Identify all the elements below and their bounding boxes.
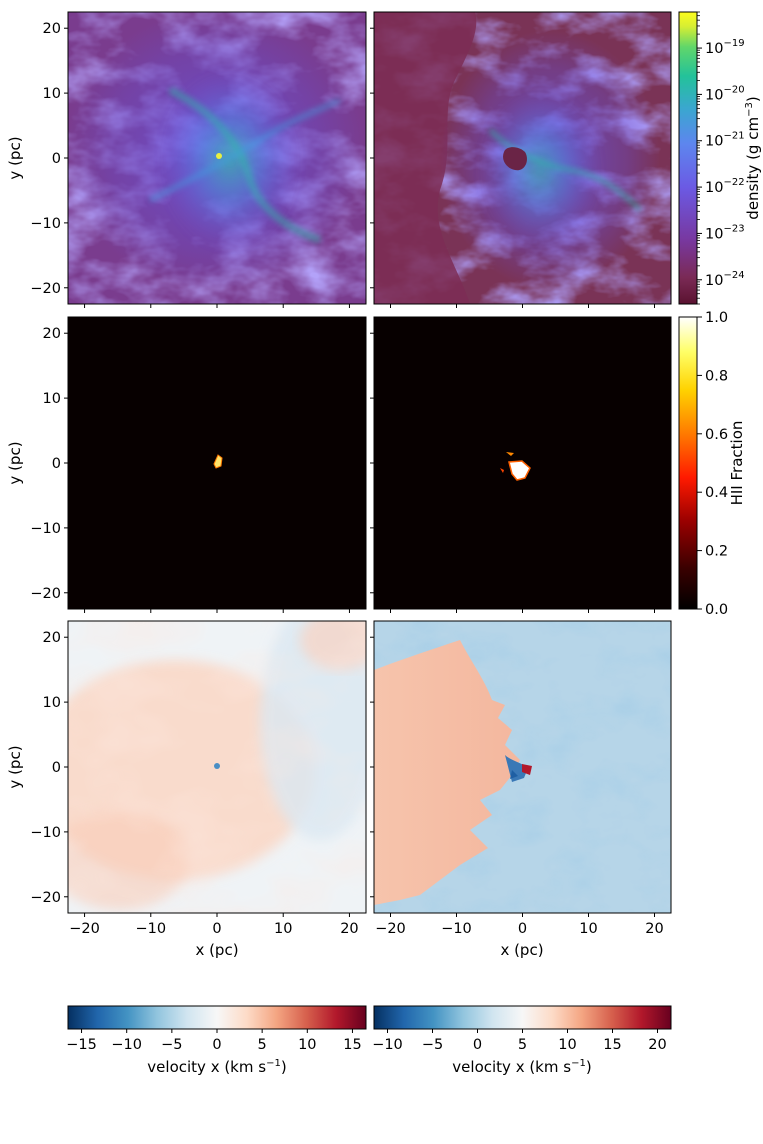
velocity-left-colorbar-label: velocity x (km s−1): [147, 1058, 286, 1076]
velocity-left-tick-label: 5: [258, 1037, 267, 1053]
density-left-panel: [68, 12, 366, 304]
density-tick-label: 10−24: [705, 270, 745, 289]
x-tick-label: −10: [135, 921, 166, 937]
x-tick-label: −20: [375, 921, 406, 937]
velocity-right-colorbar-gradient: [373, 1005, 672, 1030]
xlabel-velocity-left: x (pc): [195, 941, 238, 959]
velocity-left-tick-label: 10: [298, 1037, 316, 1053]
density-right-panel: [374, 12, 671, 304]
y-tick-label: 10: [43, 695, 61, 711]
velocity-right-tick-label: 5: [518, 1037, 527, 1053]
xlabel-velocity-right: x (pc): [500, 941, 543, 959]
density-tick-label: 10−20: [705, 84, 745, 103]
velocity-right-panel: [374, 621, 671, 913]
x-tick-label: −20: [69, 921, 100, 937]
x-tick-label: −10: [441, 921, 472, 937]
velocity-left-tick-label: 0: [212, 1037, 221, 1053]
axes-layer: 20 10 0 −10 −20 20 10 0 −10 −20 20 −20 10 −10 0 0 −10 10 −…: [30, 21, 663, 937]
y-tick-label: 10: [43, 391, 61, 407]
hii-colorbar-gradient: [678, 316, 698, 610]
y-tick-label: 20: [43, 326, 61, 342]
density-colorbar: density (g cm−3): [678, 11, 762, 305]
y-tick-label: −10: [30, 216, 61, 232]
y-tick-label: 0: [52, 151, 61, 167]
hii-right-ionized-region: [508, 460, 531, 481]
y-tick-label: −20: [30, 586, 61, 602]
hii-left-panel: [68, 317, 366, 609]
hii-tick-label: 0.2: [705, 544, 728, 560]
y-tick-label: −20: [30, 890, 61, 906]
velocity-left-tick-label: −10: [111, 1037, 142, 1053]
velocity-left-colorbar: velocity x (km s−1): [67, 1005, 367, 1076]
y-tick-label: 10: [43, 86, 61, 102]
velocity-right-tick-label: 10: [558, 1037, 576, 1053]
x-tick-label: 10: [579, 921, 597, 937]
y-tick-label: 0: [52, 456, 61, 472]
hii-tick-label: 0.6: [705, 427, 728, 443]
density-tick-label: 10−22: [705, 177, 745, 196]
y-tick-label: 0: [52, 760, 61, 776]
hii-colorbar: HII Fraction: [678, 316, 746, 610]
velocity-left-panel: [68, 621, 366, 913]
hii-tick-label: 0.8: [705, 368, 728, 384]
velocity-left-tick-label: 15: [343, 1037, 361, 1053]
velocity-right-colorbar-label: velocity x (km s−1): [452, 1058, 591, 1076]
x-tick-label: 0: [212, 921, 221, 937]
density-colorbar-label: density (g cm−3): [744, 96, 762, 219]
hii-tick-label: 0.0: [705, 602, 728, 618]
hii-left-ionized-region: [213, 454, 223, 469]
colorbar-ticks: 10−1910−2010−2110−2210−2310−241.00.80.60…: [66, 11, 745, 1053]
density-tick-label: 10−19: [705, 38, 745, 57]
velocity-right-tick-label: 20: [648, 1037, 666, 1053]
y-tick-label: −10: [30, 825, 61, 841]
y-tick-label: 20: [43, 21, 61, 37]
density-colorbar-gradient: [678, 11, 698, 305]
velocity-left-tick-label: −15: [66, 1037, 97, 1053]
ylabel-density-left: y (pc): [6, 136, 24, 179]
y-tick-label: −20: [30, 281, 61, 297]
y-tick-label: 20: [43, 630, 61, 646]
x-tick-label: 20: [645, 921, 663, 937]
ylabel-velocity-left: y (pc): [6, 745, 24, 788]
hii-right-panel: [374, 317, 671, 609]
velocity-right-tick-label: 15: [603, 1037, 621, 1053]
y-tick-label: −10: [30, 521, 61, 537]
x-tick-label: 20: [340, 921, 358, 937]
velocity-right-tick-label: −5: [422, 1037, 443, 1053]
ylabel-hii-left: y (pc): [6, 441, 24, 484]
density-tick-label: 10−21: [705, 131, 745, 150]
density-tick-label: 10−23: [705, 223, 745, 242]
hii-colorbar-label: HII Fraction: [728, 421, 746, 506]
x-tick-label: 10: [274, 921, 292, 937]
hii-tick-label: 1.0: [705, 310, 728, 326]
hii-tick-label: 0.4: [705, 485, 728, 501]
velocity-left-colorbar-gradient: [67, 1005, 367, 1030]
velocity-left-tick-label: −5: [161, 1037, 182, 1053]
x-tick-label: 0: [518, 921, 527, 937]
velocity-right-tick-label: −10: [372, 1037, 403, 1053]
velocity-right-tick-label: 0: [473, 1037, 482, 1053]
